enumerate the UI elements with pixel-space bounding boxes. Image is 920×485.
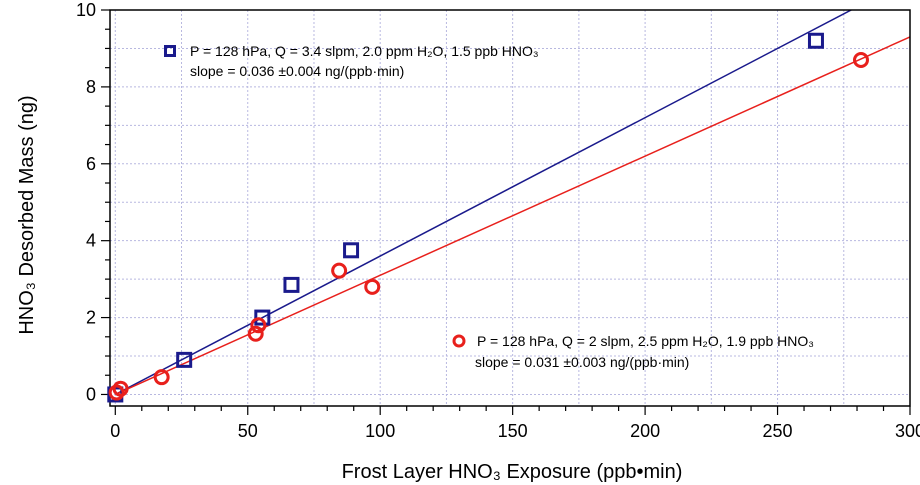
tick-labels: 0 50 100 150 200 250 300 0 2 4 6 8 10: [76, 0, 920, 441]
x-tick-label: 50: [238, 421, 258, 441]
legend-circle-label: P = 128 hPa, Q = 2 slpm, 2.5 ppm H₂O, 1.…: [477, 333, 814, 349]
square-point: [343, 242, 360, 259]
x-tick-label: 0: [110, 421, 120, 441]
square-point: [807, 32, 824, 49]
y-tick-label: 10: [76, 0, 96, 20]
square-point: [254, 309, 271, 326]
legend-square-series: P = 128 hPa, Q = 3.4 slpm, 2.0 ppm H₂O, …: [164, 43, 539, 79]
x-axis-label: Frost Layer HNO₃ Exposure (ppb•min): [342, 461, 683, 483]
data-markers: [107, 32, 869, 403]
x-tick-label: 300: [895, 421, 920, 441]
y-tick-label: 8: [86, 77, 96, 97]
y-tick-label: 6: [86, 154, 96, 174]
circle-point: [108, 384, 125, 401]
circle-point: [153, 369, 170, 386]
legend-square-marker: [164, 45, 176, 57]
x-tick-label: 150: [498, 421, 528, 441]
square-point: [176, 351, 193, 368]
legend-circle-slope: slope = 0.031 ±0.003 ng/(ppb·min): [475, 354, 689, 370]
x-tick-label: 200: [630, 421, 660, 441]
circle-point: [852, 51, 869, 68]
y-tick-label: 4: [86, 231, 96, 251]
y-axis-label: HNO₃ Desorbed Mass (ng): [16, 95, 38, 334]
fit-line-square: [114, 10, 853, 396]
circle-point: [364, 278, 381, 295]
circle-point: [112, 380, 129, 397]
legend-circle-series: P = 128 hPa, Q = 2 slpm, 2.5 ppm H₂O, 1.…: [452, 333, 814, 370]
x-tick-label: 250: [763, 421, 793, 441]
x-tick-label: 100: [365, 421, 395, 441]
legend-circle-marker: [452, 334, 466, 348]
y-tick-label: 2: [86, 308, 96, 328]
circle-point: [331, 262, 348, 279]
axes: [101, 9, 911, 415]
plot-frame: [109, 9, 911, 407]
circle-point: [247, 325, 264, 342]
legend-square-slope: slope = 0.036 ±0.004 ng/(ppb·min): [190, 63, 404, 79]
legend-square-label: P = 128 hPa, Q = 3.4 slpm, 2.0 ppm H₂O, …: [190, 43, 539, 59]
y-tick-label: 0: [86, 384, 96, 404]
circle-point: [250, 317, 267, 334]
square-point: [283, 276, 300, 293]
